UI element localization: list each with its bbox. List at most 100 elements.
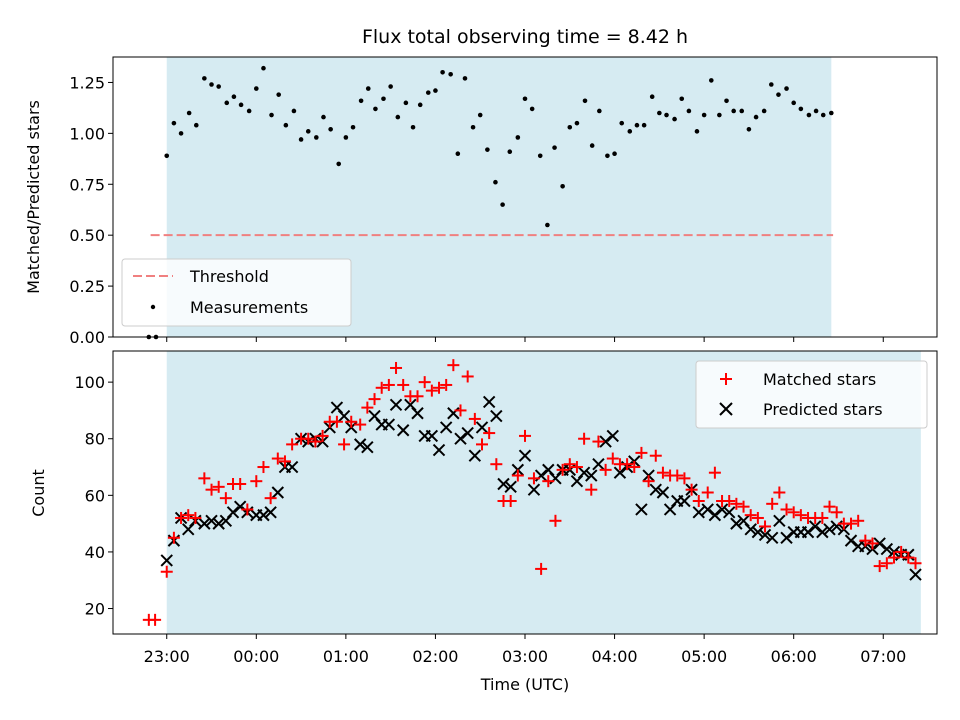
matched-star-point: [511, 469, 524, 482]
matched-star-point: [780, 503, 793, 516]
measurement-point: [746, 126, 752, 132]
matched-star-point: [685, 483, 698, 496]
measurement-point: [381, 96, 386, 102]
top-y-tick-label: 0.00: [69, 328, 105, 347]
bottom-legend: Matched stars Predicted stars: [695, 360, 928, 429]
measurement-point: [529, 106, 535, 112]
matched-star-point: [823, 500, 836, 513]
predicted-star-point: [205, 514, 218, 528]
bottom-y-tick-label: 60: [85, 486, 105, 505]
predicted-star-point: [518, 449, 532, 462]
bottom-y-tick-label: 100: [74, 373, 105, 392]
predicted-star-point: [285, 460, 299, 474]
matched-star-point: [759, 520, 772, 533]
matched-star-point: [859, 534, 872, 547]
matched-star-point: [418, 376, 431, 389]
measurement-point: [455, 151, 461, 157]
measurement-point: [672, 116, 677, 122]
predicted-star-point: [801, 525, 815, 539]
top-x-ticks: [166, 337, 884, 342]
matched-star-point: [737, 500, 750, 513]
legend-threshold-label: Threshold: [189, 267, 269, 286]
measurement-point: [641, 122, 647, 128]
bottom-y-tick-label: 40: [85, 543, 105, 562]
measurement-point: [283, 122, 289, 128]
measurement-point: [769, 82, 774, 87]
top-y-tick-label: 0.50: [69, 226, 105, 245]
predicted-star-point: [353, 438, 367, 451]
matched-star-point: [433, 381, 446, 394]
measurement-point: [209, 82, 214, 87]
matched-star-point: [649, 449, 662, 462]
top-panel: 0.00 0.25 0.50 0.75 1.00 1.25 Flux total obse…: [24, 26, 938, 347]
matched-star-point: [766, 497, 779, 510]
measurement-point: [605, 153, 610, 159]
matched-star-point: [830, 506, 843, 519]
predicted-star-point: [692, 506, 705, 519]
measurement-point: [686, 108, 692, 114]
x-tick-label: 05:00: [681, 647, 727, 666]
measurement-point: [627, 129, 633, 134]
predicted-star-point: [160, 554, 173, 567]
matched-star-point: [468, 412, 481, 425]
matched-star-point: [570, 461, 583, 474]
predicted-star-point: [198, 517, 211, 530]
predicted-star-point: [482, 395, 496, 409]
matched-star-point: [241, 503, 254, 516]
predicted-star-point: [212, 517, 225, 530]
predicted-star-point: [823, 523, 836, 536]
measurement-point: [328, 126, 333, 132]
predicted-star-point: [780, 531, 793, 544]
matched-star-point: [354, 418, 367, 431]
matched-star-point: [330, 415, 343, 428]
matched-star-point: [390, 361, 403, 374]
matched-star-point: [454, 404, 467, 417]
matched-star-point: [264, 492, 277, 505]
predicted-star-point: [585, 469, 598, 482]
predicted-star-point: [873, 537, 886, 550]
predicted-star-point: [382, 418, 396, 431]
matched-star-point: [902, 551, 915, 564]
predicted-star-point: [425, 429, 439, 443]
predicted-star-point: [678, 494, 691, 508]
predicted-star-point: [592, 457, 605, 471]
matched-star-point: [286, 438, 299, 451]
predicted-star-point: [454, 432, 467, 445]
matched-star-point: [271, 452, 284, 465]
measurement-point: [448, 72, 453, 77]
measurement-point: [701, 112, 707, 118]
measurement-point: [395, 114, 401, 120]
measurement-point: [246, 108, 252, 114]
matched-star-point: [198, 472, 211, 485]
predicted-star-point: [701, 503, 714, 516]
matched-star-point: [504, 494, 517, 507]
bottom-panel: 20 40 60 80 100 23:00 00:00 01:00 02:00 03:00 04:…: [29, 350, 938, 694]
top-legend: Threshold Measurements: [121, 258, 352, 327]
measurement-point: [321, 114, 326, 120]
matched-star-point: [175, 511, 188, 524]
matched-star-point: [542, 475, 555, 488]
matched-star-point: [845, 517, 858, 530]
top-legend-box: [121, 258, 352, 327]
predicted-star-point: [708, 508, 722, 522]
predicted-star-point: [816, 525, 829, 539]
measurement-point: [664, 112, 669, 118]
matched-star-point: [368, 393, 381, 406]
measurement-point: [269, 112, 274, 118]
legend-measurements-label: Measurements: [190, 298, 308, 317]
measurement-point: [724, 98, 729, 104]
matched-star-point: [671, 469, 684, 482]
matched-star-point: [708, 466, 721, 479]
x-tick-label: 01:00: [323, 647, 369, 666]
bottom-y-tick-label: 80: [85, 430, 105, 449]
predicted-star-point: [226, 506, 240, 519]
measurement-point: [619, 120, 625, 126]
predicted-star-point: [744, 523, 757, 536]
measurement-point: [597, 108, 602, 114]
matched-star-point: [361, 401, 374, 414]
top-y-axis-label: Matched/Predicted stars: [24, 100, 43, 294]
matched-star-point: [787, 506, 800, 519]
measurement-point: [358, 98, 364, 104]
measurement-point: [537, 153, 543, 159]
